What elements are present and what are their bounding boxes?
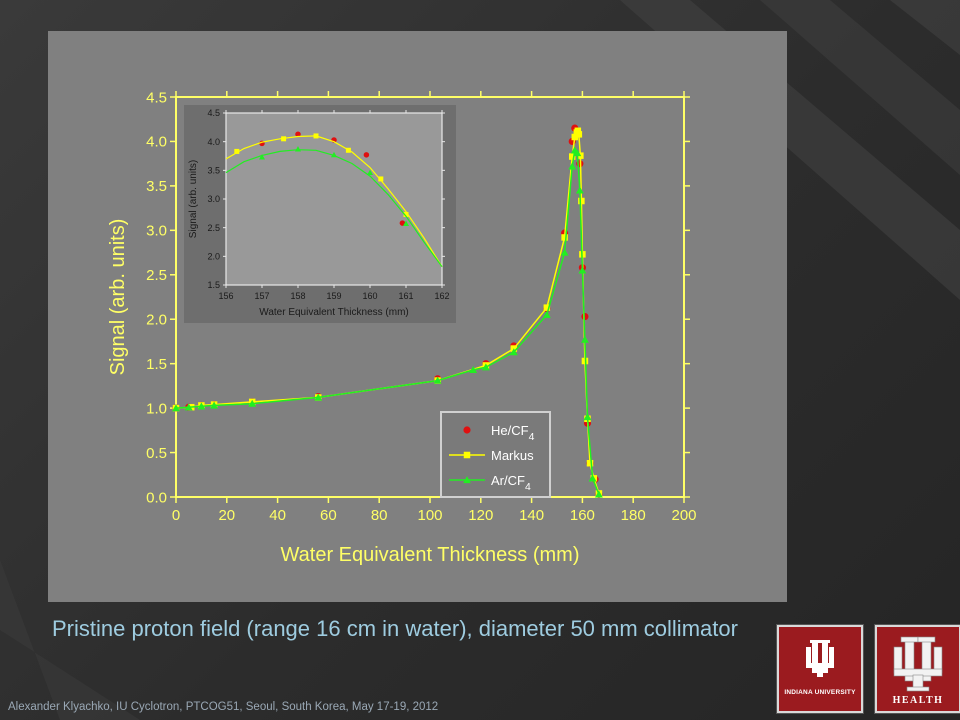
inset-point-ar-cf4 — [403, 220, 409, 227]
inset-point-markus — [378, 176, 384, 182]
main-point-markus — [568, 153, 576, 160]
inset-point-markus — [345, 147, 351, 153]
main-point-ar-cf4 — [588, 474, 597, 482]
inset-point-ar-cf4 — [295, 146, 301, 152]
main-x-tick-label: 140 — [519, 507, 544, 524]
main-point-ar-cf4 — [575, 186, 584, 194]
main-point-ar-cf4 — [573, 149, 582, 157]
inset-y-tick-label: 3.5 — [207, 165, 220, 175]
main-point-ar-cf4 — [568, 162, 577, 170]
main-x-tick-label: 200 — [671, 507, 696, 524]
main-point-ar-cf4 — [581, 335, 589, 343]
main-y-tick-label: 2.0 — [146, 311, 167, 328]
inset-y-tick-label: 3.0 — [207, 194, 220, 204]
main-y-tick-label: 2.5 — [146, 267, 167, 284]
main-point-ar-cf4 — [481, 363, 490, 371]
inset-x-tick-label: 159 — [326, 291, 341, 301]
iu-trident-icon — [806, 640, 834, 677]
indiana-university-logo: INDIANA UNIVERSITY — [776, 624, 864, 714]
inset-x-tick-label: 160 — [362, 291, 377, 301]
inset-point-ar-cf4 — [331, 151, 337, 158]
main-y-tick-label: 1.5 — [146, 356, 167, 373]
inset-x-tick-label: 156 — [218, 291, 233, 301]
main-y-tick-label: 3.5 — [146, 178, 167, 195]
main-point-ar-cf4 — [469, 365, 478, 374]
main-point-ar-cf4 — [578, 266, 587, 274]
main-point-ar-cf4 — [560, 248, 569, 256]
main-y-tick-label: 0.5 — [146, 445, 167, 462]
slide-footer: Alexander Klyachko, IU Cyclotron, PTCOG5… — [8, 701, 439, 713]
main-x-tick-label: 20 — [218, 507, 235, 524]
main-y-tick-label: 4.5 — [146, 89, 167, 106]
main-point-markus — [578, 197, 585, 205]
slide-caption: Pristine proton field (range 16 cm in wa… — [52, 616, 738, 641]
main-point-ar-cf4 — [172, 404, 180, 412]
main-x-axis-label: Water Equivalent Thickness (mm) — [281, 544, 580, 566]
main-point-ar-cf4 — [595, 490, 603, 498]
main-point-ar-cf4 — [583, 413, 592, 421]
main-point-ar-cf4 — [184, 403, 193, 411]
inset-series-line-markus — [225, 135, 443, 268]
main-x-tick-label: 60 — [320, 507, 337, 524]
legend-marker-ar-cf4 — [463, 476, 471, 484]
legend-marker-he-cf4 — [463, 426, 471, 434]
main-point-ar-cf4 — [433, 376, 442, 384]
main-x-tick-label: 100 — [417, 507, 442, 524]
iu-logo-text: INDIANA UNIVERSITY — [784, 689, 856, 696]
main-point-ar-cf4 — [197, 402, 206, 410]
main-point-markus — [571, 133, 579, 141]
inset-point-ar-cf4 — [259, 154, 265, 160]
main-y-tick-label: 1.0 — [146, 400, 167, 417]
main-x-tick-label: 120 — [468, 507, 493, 524]
main-y-tick-label: 0.0 — [146, 489, 167, 506]
inset-x-axis-label: Water Equivalent Thickness (mm) — [259, 307, 409, 318]
inset-y-tick-label: 2.0 — [207, 251, 220, 261]
main-y-tick-label: 3.0 — [146, 223, 167, 240]
main-x-tick-label: 180 — [621, 507, 646, 524]
main-point-ar-cf4 — [314, 393, 323, 401]
inset-x-tick-label: 161 — [398, 291, 413, 301]
main-point-markus — [574, 127, 582, 135]
main-y-tick-label: 4.0 — [146, 134, 167, 151]
main-point-ar-cf4 — [248, 399, 257, 407]
iu-health-trident-icon — [893, 636, 943, 692]
inset-y-axis-label: Signal (arb. units) — [188, 160, 199, 238]
inset-y-tick-label: 4.5 — [207, 108, 220, 118]
main-x-tick-label: 160 — [570, 507, 595, 524]
inset-point-ar-cf4 — [367, 169, 373, 176]
main-point-markus — [575, 131, 583, 138]
legend-label-markus: Markus — [491, 448, 534, 463]
main-point-ar-cf4 — [210, 401, 218, 409]
inset-x-tick-label: 158 — [290, 291, 305, 301]
inset-point-markus — [403, 211, 409, 217]
inset-point-markus — [281, 136, 287, 142]
inset-point-markus — [234, 148, 240, 154]
inset-y-tick-label: 1.5 — [207, 280, 220, 290]
inset-x-tick-label: 157 — [254, 291, 269, 301]
main-x-tick-label: 40 — [269, 507, 286, 524]
chart-svg: 0 20 40 60 80 100 120 140 160 180 200 0.0 0.5 1.0 1.5 2… — [107, 89, 697, 566]
main-x-tick-label: 0 — [172, 507, 180, 524]
iu-health-logo: HEALTH — [874, 624, 960, 714]
main-point-markus — [543, 304, 551, 311]
inset-point-he-cf4 — [399, 220, 406, 226]
inset-point-he-cf4 — [295, 131, 301, 137]
inset-point-markus — [313, 133, 319, 139]
main-y-axis-label: Signal (arb. units) — [107, 219, 129, 376]
inset-y-tick-label: 2.5 — [207, 223, 220, 233]
legend-marker-markus — [463, 451, 471, 459]
iu-health-logo-text: HEALTH — [892, 695, 944, 706]
main-point-markus — [586, 459, 594, 467]
inset-x-tick-label: 162 — [434, 291, 449, 301]
main-point-he-cf4 — [581, 312, 589, 321]
main-point-ar-cf4 — [542, 310, 551, 318]
main-point-markus — [561, 234, 568, 241]
inset-point-he-cf4 — [363, 152, 370, 158]
main-point-ar-cf4 — [509, 348, 518, 356]
inset-y-tick-label: 4.0 — [207, 137, 220, 147]
main-x-tick-label: 80 — [371, 507, 388, 524]
